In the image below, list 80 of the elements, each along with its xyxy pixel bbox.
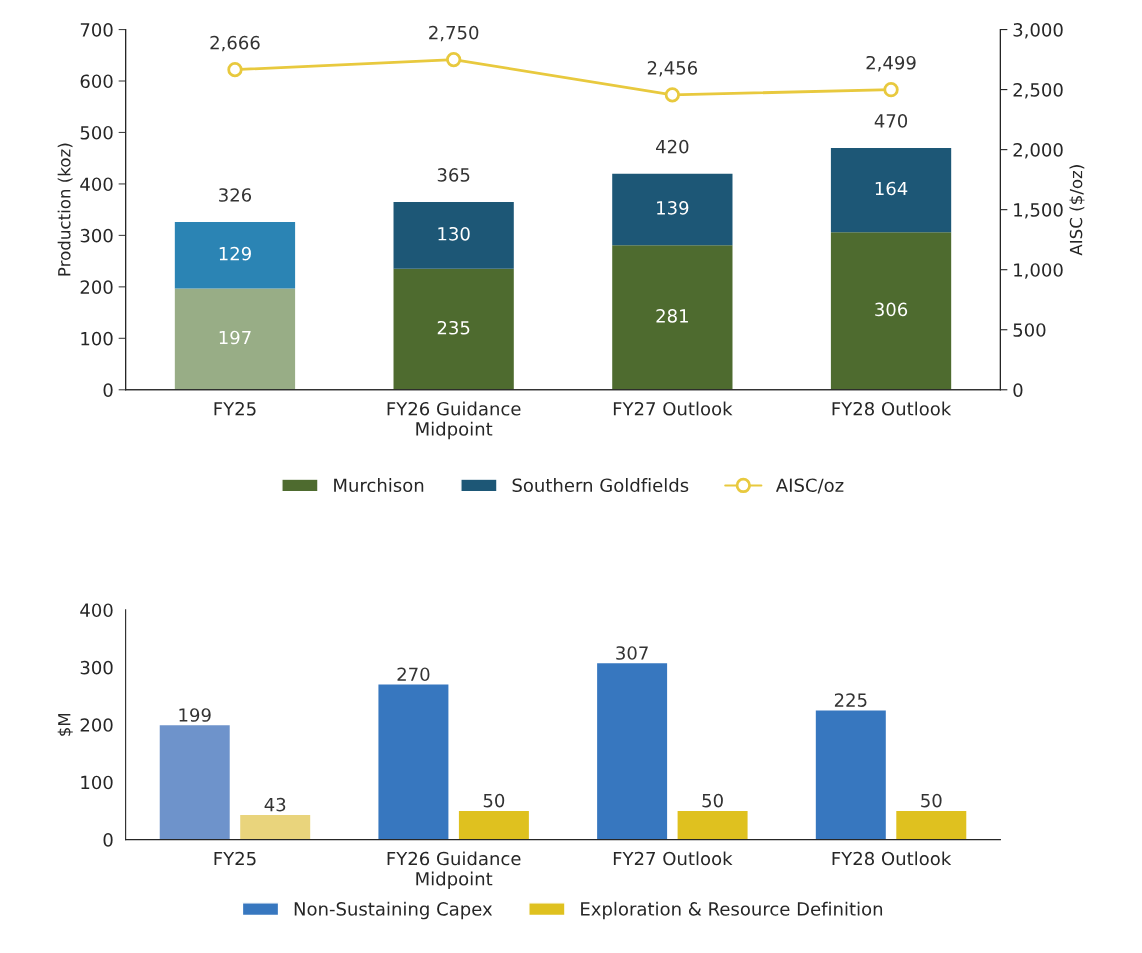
data-label: 281 bbox=[656, 309, 688, 323]
y-tick-label: 100 bbox=[81, 331, 113, 346]
data-label: 50 bbox=[702, 793, 723, 808]
data-label: 307 bbox=[616, 646, 648, 660]
y-tick-label: 0 bbox=[103, 383, 113, 397]
y-tick-label: 0 bbox=[103, 833, 113, 847]
data-label: 129 bbox=[219, 246, 251, 261]
data-label: 2,499 bbox=[866, 55, 916, 72]
y-tick-label: 200 bbox=[80, 718, 113, 732]
bar bbox=[677, 810, 748, 840]
y-tick-label: 600 bbox=[80, 74, 113, 89]
total-label: 326 bbox=[219, 188, 252, 202]
bar bbox=[393, 201, 514, 269]
data-label: 235 bbox=[437, 320, 470, 335]
x-tick-label: FY26 Guidance Midpoint bbox=[387, 401, 521, 440]
y2-tick-label: 500 bbox=[1013, 323, 1046, 337]
bar bbox=[612, 173, 733, 246]
y2-axis-title: AISC ($/oz) bbox=[1069, 165, 1085, 256]
legend-label: Murchison bbox=[334, 478, 424, 493]
y-tick-label: 200 bbox=[80, 280, 113, 294]
y2-tick-label: 3,000 bbox=[1013, 23, 1063, 39]
y2-tick-label: 2,500 bbox=[1013, 83, 1063, 99]
bar bbox=[174, 222, 296, 289]
y2-tick-label: 1,500 bbox=[1014, 203, 1063, 219]
point bbox=[446, 51, 462, 68]
y-tick-label: 700 bbox=[80, 23, 113, 37]
bar bbox=[174, 288, 296, 390]
x-tick-label: FY28 Outlook bbox=[832, 851, 952, 866]
data-label: 130 bbox=[438, 226, 470, 241]
data-label: 139 bbox=[657, 200, 689, 215]
y-tick-label: 100 bbox=[81, 775, 113, 790]
data-label: 164 bbox=[875, 181, 908, 196]
bar bbox=[815, 710, 886, 840]
y-axis-title: Production (koz) bbox=[57, 143, 73, 276]
legend-label: Exploration & Resource Definition bbox=[581, 901, 883, 920]
data-label: 2,750 bbox=[429, 25, 479, 42]
data-label: 2,666 bbox=[210, 35, 260, 52]
y-tick-label: 300 bbox=[80, 228, 113, 243]
y-tick-label: 300 bbox=[80, 660, 113, 675]
data-label: 306 bbox=[875, 302, 908, 317]
bar bbox=[612, 245, 733, 390]
total-label: 470 bbox=[874, 114, 908, 128]
legend-label: AISC/oz bbox=[775, 478, 844, 494]
total-label: 365 bbox=[437, 168, 470, 182]
data-label: 199 bbox=[179, 708, 211, 722]
x-tick-label: FY25 bbox=[214, 401, 256, 416]
legend-label: Southern Goldfields bbox=[512, 478, 689, 493]
x-tick-label: FY26 Guidance Midpoint bbox=[387, 851, 521, 890]
bar bbox=[458, 810, 529, 840]
bar bbox=[378, 684, 449, 840]
data-label: 225 bbox=[834, 693, 867, 707]
bar bbox=[240, 814, 311, 840]
point bbox=[664, 87, 680, 103]
y-tick-label: 500 bbox=[80, 125, 113, 140]
bar bbox=[830, 147, 952, 233]
y2-tick-label: 2,000 bbox=[1013, 143, 1063, 159]
x-tick-label: FY28 Outlook bbox=[832, 401, 952, 416]
x-tick-label: FY27 Outlook bbox=[613, 401, 733, 416]
legend-label: Non-Sustaining Capex bbox=[294, 901, 493, 920]
bar bbox=[896, 810, 967, 840]
data-label: 197 bbox=[219, 330, 251, 345]
data-label: 50 bbox=[921, 793, 942, 808]
y-tick-label: 400 bbox=[80, 177, 113, 192]
y2-tick-label: 0 bbox=[1013, 383, 1023, 397]
data-label: 43 bbox=[264, 797, 286, 812]
y2-tick-label: 1,000 bbox=[1014, 263, 1063, 279]
data-label: 50 bbox=[483, 793, 505, 808]
y-axis-title: $M bbox=[57, 713, 73, 736]
bar bbox=[159, 725, 230, 840]
total-label: 420 bbox=[656, 139, 689, 154]
point bbox=[227, 62, 243, 78]
data-label: 270 bbox=[397, 667, 430, 682]
data-label: 2,456 bbox=[647, 61, 698, 77]
point bbox=[883, 82, 899, 98]
bar bbox=[393, 268, 514, 390]
bar bbox=[597, 663, 668, 840]
y-tick-label: 400 bbox=[80, 603, 113, 618]
x-tick-label: FY27 Outlook bbox=[613, 851, 733, 866]
x-tick-label: FY25 bbox=[214, 851, 256, 866]
bar bbox=[830, 232, 952, 390]
